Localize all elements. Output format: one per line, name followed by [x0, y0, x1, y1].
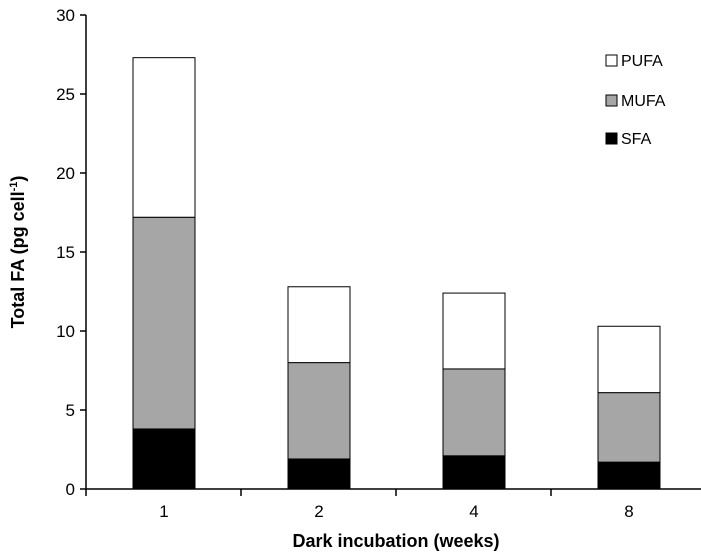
y-tick-label-30: 30 — [56, 6, 75, 25]
y-tick-label-10: 10 — [56, 322, 75, 341]
y-axis-title: Total FA (pg cell-1) — [8, 176, 28, 329]
x-tick-label-4: 4 — [469, 502, 478, 521]
bar-mufa-week-2 — [287, 362, 351, 460]
bar-mufa-week-1 — [132, 216, 196, 430]
y-axis-title-main: Total FA (pg cell — [8, 191, 28, 328]
legend-label-mufa: MUFA — [621, 93, 666, 110]
y-ticks: 0 5 10 15 20 25 30 — [56, 6, 86, 499]
bar-sfa-week-1 — [132, 428, 196, 490]
bar-mufa-week-4 — [442, 368, 506, 457]
bar-pufa-week-8 — [597, 325, 661, 394]
x-tick-label-8: 8 — [624, 502, 633, 521]
bar-sfa-week-2 — [287, 458, 351, 490]
legend-label-sfa: SFA — [621, 131, 652, 148]
bar-pufa-week-1 — [132, 57, 196, 218]
legend-swatch-sfa — [605, 132, 618, 145]
legend-label-pufa: PUFA — [621, 53, 663, 70]
x-ticks: 1 2 4 8 — [85, 489, 634, 521]
x-tick-label-1: 1 — [159, 502, 168, 521]
bar-mufa-week-8 — [597, 392, 661, 463]
y-tick-label-25: 25 — [56, 85, 75, 104]
bar-sfa-week-4 — [442, 455, 506, 490]
x-tick-label-2: 2 — [314, 502, 323, 521]
bars-layer — [132, 57, 661, 490]
bar-sfa-week-8 — [597, 461, 661, 490]
bar-pufa-week-2 — [287, 286, 351, 364]
y-tick-label-15: 15 — [56, 243, 75, 262]
legend-swatch-pufa — [605, 54, 618, 67]
x-axis-title: Dark incubation (weeks) — [292, 531, 499, 551]
y-axis-title-superscript: -1 — [8, 182, 20, 192]
legend-swatch-mufa — [605, 94, 618, 107]
y-tick-label-20: 20 — [56, 164, 75, 183]
legend: PUFA MUFA SFA — [605, 53, 666, 148]
y-tick-label-0: 0 — [66, 480, 75, 499]
bar-pufa-week-4 — [442, 292, 506, 370]
y-tick-label-5: 5 — [66, 401, 75, 420]
y-axis-title-suffix: ) — [8, 176, 28, 182]
